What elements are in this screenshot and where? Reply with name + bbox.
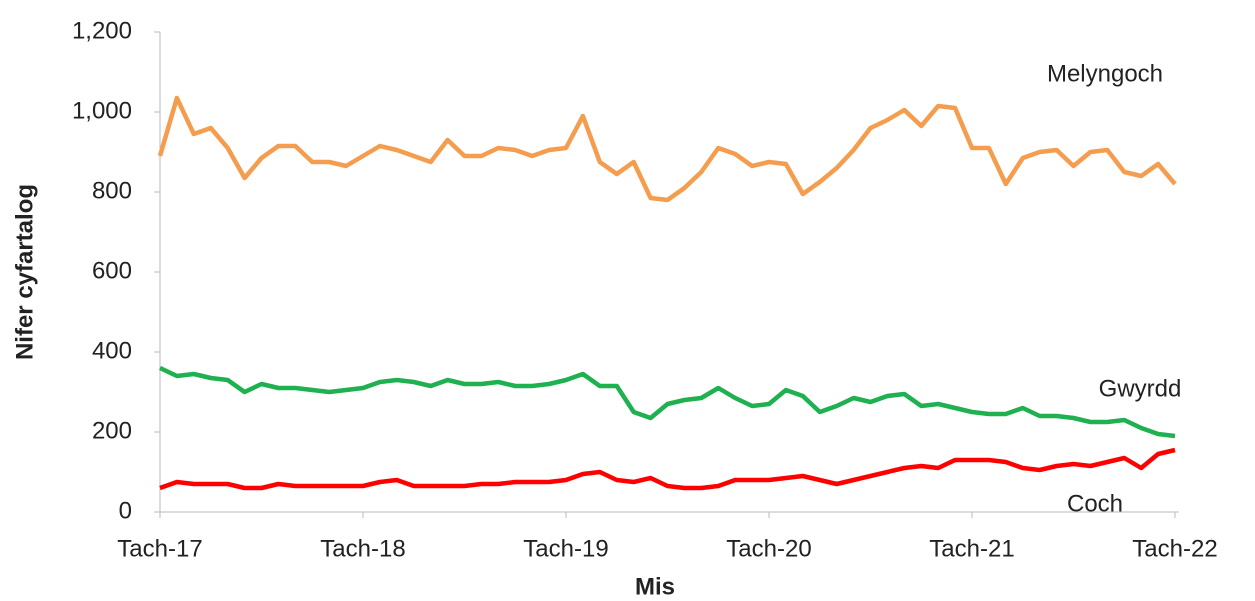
x-tick-label: Tach-20 (726, 535, 811, 562)
x-tick-label: Tach-22 (1132, 535, 1217, 562)
y-tick-label: 0 (119, 497, 132, 524)
y-tick-label: 400 (92, 337, 132, 364)
series-label: Coch (1067, 490, 1123, 517)
series-line (157, 95, 1177, 203)
x-tick-label: Tach-21 (929, 535, 1014, 562)
x-tick-label: Tach-17 (117, 535, 202, 562)
series-label: Melyngoch (1047, 60, 1163, 87)
series-line (159, 447, 1176, 491)
y-tick-label: 200 (92, 417, 132, 444)
series-label: Gwyrdd (1099, 375, 1182, 402)
y-tick-label: 600 (92, 257, 132, 284)
x-tick-label: Tach-19 (523, 535, 608, 562)
y-tick-label: 800 (92, 177, 132, 204)
y-axis-title: Nifer cyfartalog (11, 184, 38, 360)
x-tick-label: Tach-18 (320, 535, 405, 562)
x-axis-title: Mis (635, 573, 675, 600)
series-line (159, 365, 1176, 439)
y-tick-label: 1,200 (72, 17, 132, 44)
y-tick-label: 1,000 (72, 97, 132, 124)
